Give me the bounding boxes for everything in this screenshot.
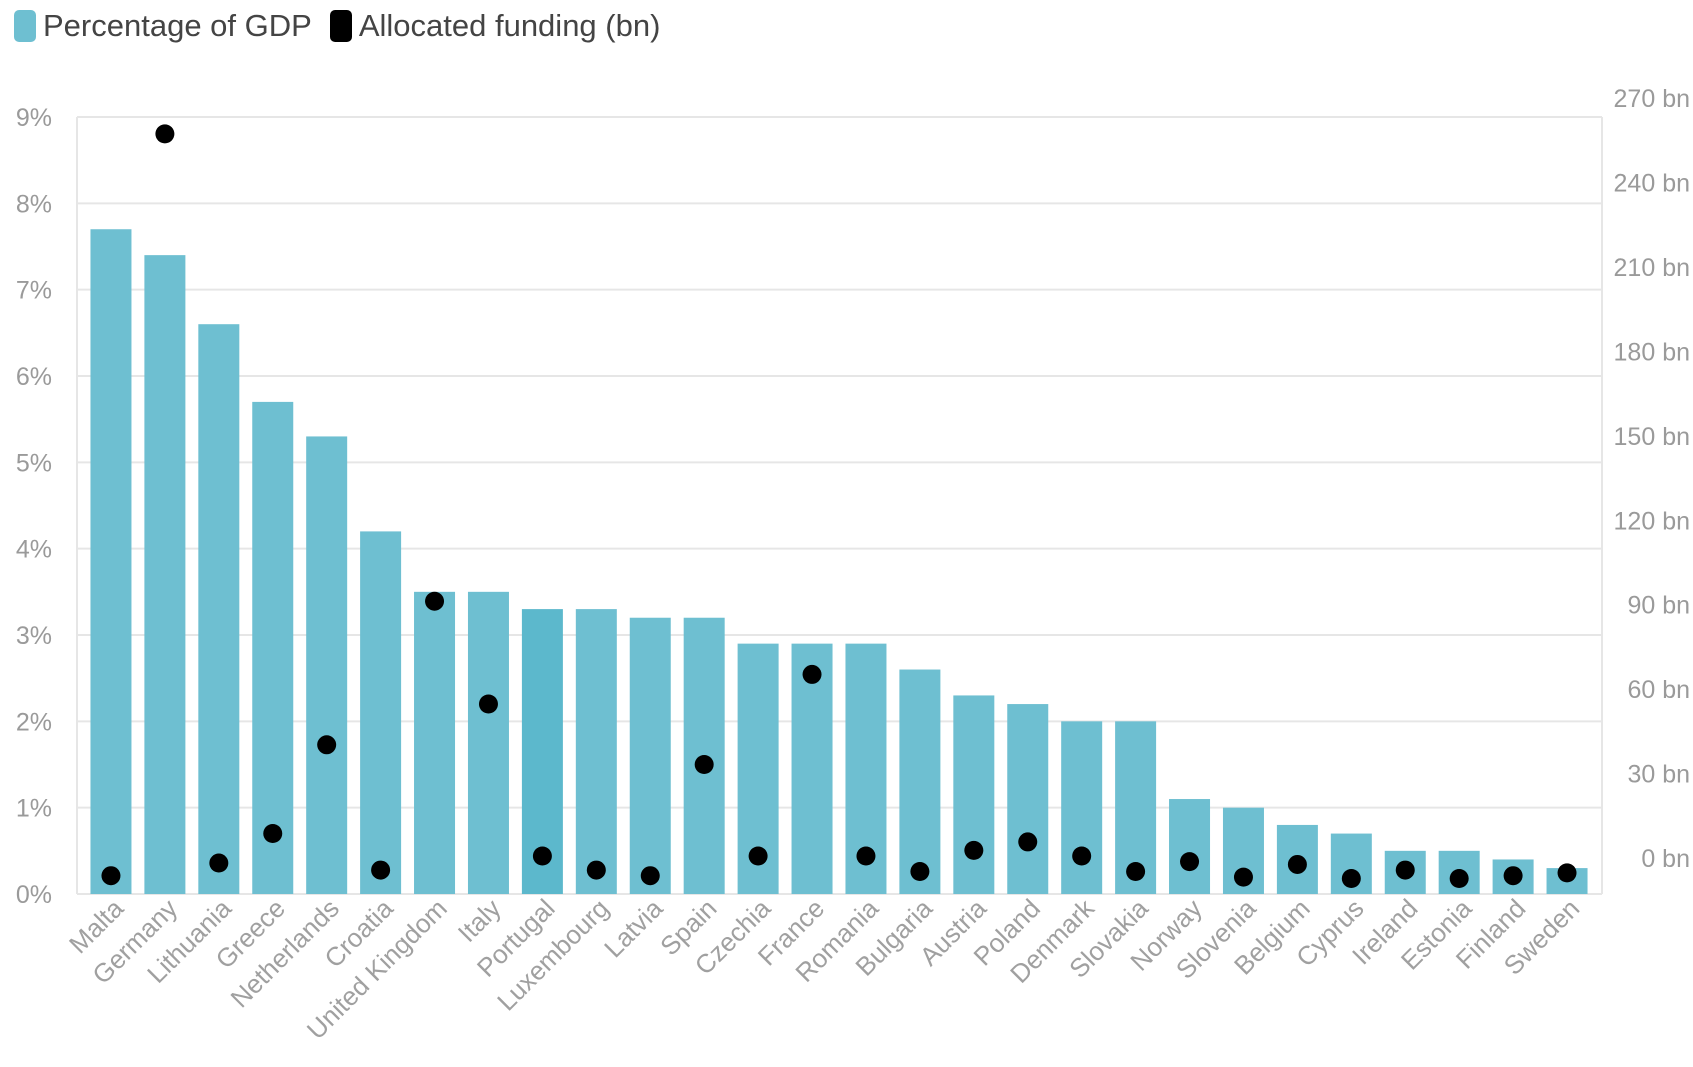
dot-united-kingdom[interactable] — [425, 591, 445, 611]
bar-netherlands[interactable] — [306, 436, 348, 894]
y-right-tick-label: 270 bn — [1614, 85, 1690, 113]
dot-latvia[interactable] — [640, 866, 660, 886]
dot-poland[interactable] — [1018, 832, 1038, 852]
y-right-tick-label: 150 bn — [1614, 423, 1690, 451]
y-left-tick-label: 6% — [16, 363, 52, 391]
dot-ireland[interactable] — [1395, 860, 1415, 880]
dot-sweden[interactable] — [1557, 863, 1577, 883]
y-left-tick-label: 8% — [16, 190, 52, 218]
y-left-tick-label: 1% — [16, 795, 52, 823]
bar-bulgaria[interactable] — [899, 669, 941, 894]
bar-italy[interactable] — [467, 591, 509, 894]
dot-germany[interactable] — [155, 124, 175, 144]
y-left-tick-label: 3% — [16, 622, 52, 650]
bar-germany[interactable] — [144, 255, 186, 895]
bar-united-kingdom[interactable] — [414, 591, 456, 894]
y-right-tick-label: 240 bn — [1614, 169, 1690, 197]
dot-slovenia[interactable] — [1233, 867, 1253, 887]
bar-austria[interactable] — [953, 695, 995, 894]
dot-czechia[interactable] — [748, 846, 768, 866]
dot-slovakia[interactable] — [1126, 861, 1146, 881]
dot-romania[interactable] — [856, 846, 876, 866]
bar-norway[interactable] — [1169, 799, 1211, 894]
y-left-tick-label: 4% — [16, 536, 52, 564]
dot-estonia[interactable] — [1449, 869, 1469, 889]
y-right-tick-label: 90 bn — [1627, 592, 1690, 620]
dot-cyprus[interactable] — [1341, 869, 1361, 889]
dot-belgium[interactable] — [1287, 854, 1307, 874]
y-right-tick-label: 210 bn — [1614, 254, 1690, 282]
bar-france[interactable] — [791, 643, 833, 894]
y-right-tick-label: 120 bn — [1614, 507, 1690, 535]
y-right-tick-label: 0 bn — [1641, 845, 1690, 873]
legend-label-funding: Allocated funding (bn) — [358, 8, 661, 43]
bar-luxembourg[interactable] — [575, 609, 617, 894]
bar-malta[interactable] — [90, 229, 132, 894]
y-right-tick-label: 180 bn — [1614, 338, 1690, 366]
x-tick-label: Latvia — [598, 893, 669, 964]
dot-greece[interactable] — [263, 823, 283, 843]
dot-italy[interactable] — [478, 694, 498, 714]
bar-latvia[interactable] — [629, 617, 671, 894]
legend-swatch-funding — [329, 10, 352, 42]
y-left-tick-label: 5% — [16, 449, 52, 477]
legend-item-funding[interactable]: Allocated funding (bn) — [329, 8, 661, 44]
dot-finland[interactable] — [1503, 866, 1523, 886]
dot-netherlands[interactable] — [317, 735, 337, 755]
dot-bulgaria[interactable] — [910, 861, 930, 881]
y-left-tick-label: 9% — [16, 104, 52, 132]
dot-luxembourg[interactable] — [586, 860, 606, 880]
y-right-tick-label: 60 bn — [1627, 676, 1690, 704]
y-left-tick-label: 7% — [16, 277, 52, 305]
legend-item-gdp[interactable]: Percentage of GDP — [14, 8, 312, 44]
bar-lithuania[interactable] — [198, 324, 240, 894]
legend-label-gdp: Percentage of GDP — [43, 8, 312, 43]
y-left-tick-label: 0% — [16, 881, 52, 909]
bar-croatia[interactable] — [360, 531, 402, 894]
y-right-tick-label: 30 bn — [1627, 761, 1690, 789]
dot-spain[interactable] — [694, 755, 714, 774]
dot-croatia[interactable] — [371, 860, 391, 880]
dot-austria[interactable] — [964, 840, 984, 860]
dot-france[interactable] — [802, 664, 822, 684]
y-left-tick-label: 2% — [16, 708, 52, 736]
chart-legend: Percentage of GDP Allocated funding (bn) — [14, 8, 660, 44]
bar-greece[interactable] — [252, 401, 294, 894]
bar-poland[interactable] — [1007, 704, 1049, 894]
legend-swatch-gdp — [14, 10, 36, 42]
dot-norway[interactable] — [1180, 852, 1200, 872]
dot-denmark[interactable] — [1072, 846, 1092, 866]
dot-malta[interactable] — [101, 866, 121, 886]
dot-portugal[interactable] — [532, 846, 552, 866]
bar-denmark[interactable] — [1061, 721, 1103, 894]
dot-lithuania[interactable] — [209, 853, 229, 873]
